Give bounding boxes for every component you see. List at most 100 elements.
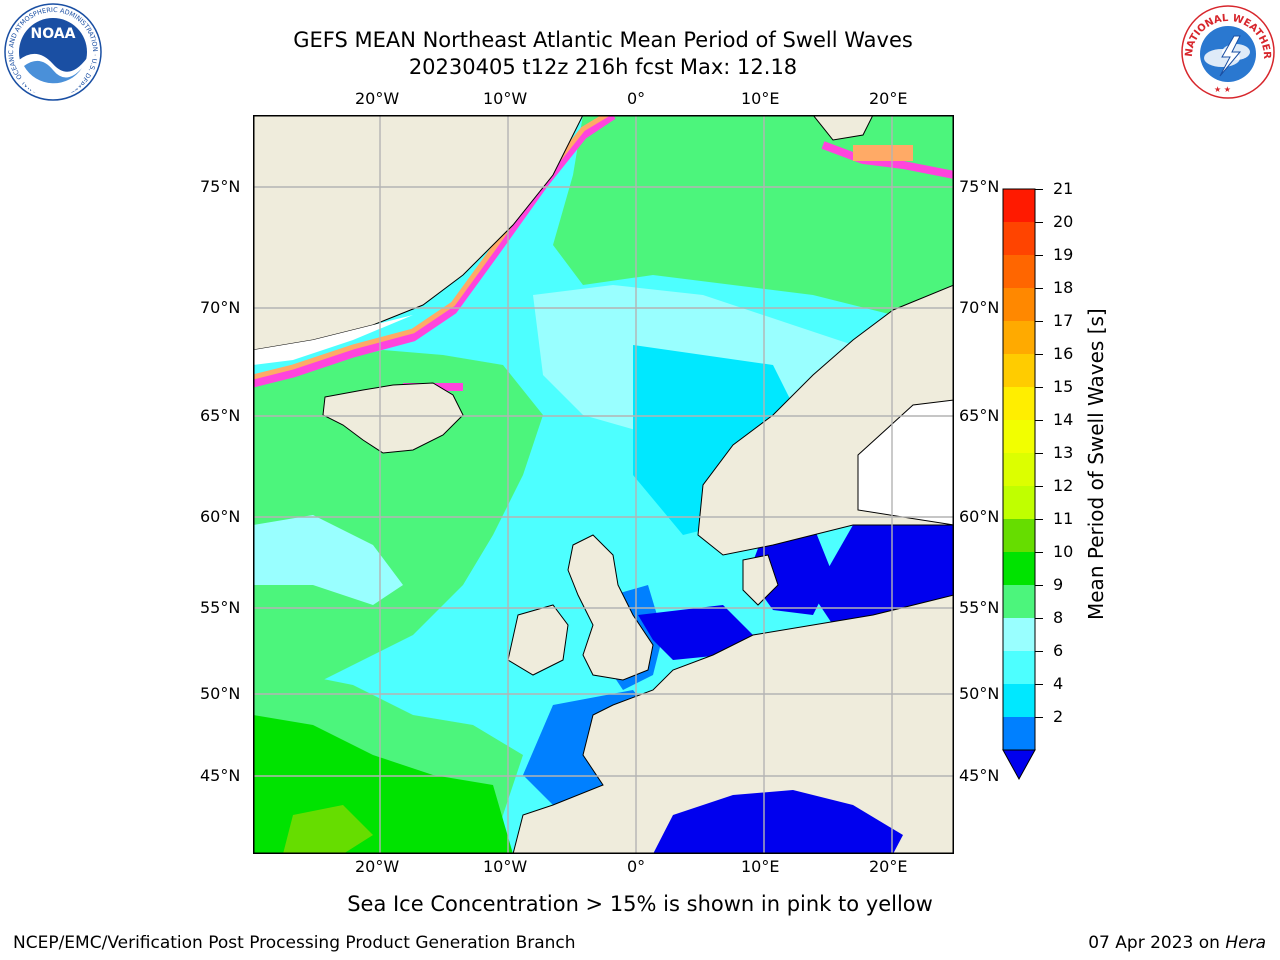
colorbar-tick-mark [1035,420,1043,421]
lat-tick-right-70n: 70°N [959,298,1000,317]
lat-tick-right-75n: 75°N [959,177,1000,196]
colorbar-segment [1003,585,1035,619]
colorbar-tick-mark [1035,486,1043,487]
colorbar-tick-label: 17 [1053,311,1074,330]
lon-tick-bottom-20e: 20°E [869,857,908,876]
colorbar-tick-mark [1035,519,1043,520]
lat-tick-right-60n: 60°N [959,507,1000,526]
colorbar-tick-label: 10 [1053,542,1074,561]
lon-tick-bottom-20w: 20°W [355,857,400,876]
lat-tick-right-55n: 55°N [959,598,1000,617]
swell-band-lt2-western-med [653,790,903,854]
colorbar-segment [1003,486,1035,520]
colorbar-tick-label: 20 [1053,212,1074,231]
colorbar-tick-label: 9 [1053,575,1064,594]
colorbar [1002,188,1036,781]
chart-subtitle: 20230405 t12z 216h fcst Max: 12.18 [408,55,798,79]
colorbar-tick-label: 11 [1053,509,1074,528]
colorbar-tick-label: 8 [1053,608,1064,627]
swell-band-9-10-north [553,115,954,315]
footer-credit: NCEP/EMC/Verification Post Processing Pr… [13,933,576,953]
colorbar-tick-mark [1035,189,1043,190]
colorbar-segment [1003,387,1035,421]
sea-ice-edge-east-greenland [253,115,616,388]
lat-tick-left-70n: 70°N [200,298,241,317]
colorbar-segment [1003,684,1035,718]
colorbar-tick-mark [1035,684,1043,685]
colorbar-tick-mark [1035,222,1043,223]
colorbar-tick-label: 21 [1053,179,1074,198]
colorbar-tick-mark [1035,717,1043,718]
chart-title: GEFS MEAN Northeast Atlantic Mean Period… [293,28,913,52]
lon-tick-bottom-10e: 10°E [741,857,780,876]
lat-tick-left-65n: 65°N [200,406,241,425]
swell-band-9-10 [253,350,543,705]
no-data-gulf-of-bothnia [857,399,954,526]
lat-tick-right-65n: 65°N [959,406,1000,425]
nws-logo: NATIONAL WEATHER SERVICE ★ ★ [1178,2,1275,99]
sea-ice-patch-svalbard [853,145,913,161]
lon-tick-top-0: 0° [627,89,646,108]
colorbar-tick-label: 16 [1053,344,1074,363]
colorbar-segment [1003,255,1035,289]
colorbar-tick-label: 15 [1053,377,1074,396]
lat-tick-left-50n: 50°N [200,684,241,703]
colorbar-tick-mark [1035,618,1043,619]
footer-date-text: 07 Apr 2023 on [1088,933,1226,953]
nws-star-icon: ★ ★ [1214,85,1231,94]
colorbar-tick-mark [1035,453,1043,454]
lat-tick-left-75n: 75°N [200,177,241,196]
sea-ice-note: Sea Ice Concentration > 15% is shown in … [347,892,933,916]
lat-tick-left-45n: 45°N [200,766,241,785]
colorbar-tick-mark [1035,354,1043,355]
map-frame [253,115,954,854]
land-iceland [322,382,464,454]
land-svalbard [812,115,874,141]
lon-tick-top-20e: 20°E [869,89,908,108]
sea-ice-edge-orange [253,115,612,380]
colorbar-segment [1003,717,1035,751]
colorbar-tick-label: 19 [1053,245,1074,264]
colorbar-axis-title: Mean Period of Swell Waves [s] [1084,308,1108,620]
colorbar-segment [1003,618,1035,652]
lat-tick-right-50n: 50°N [959,684,1000,703]
colorbar-tick-mark [1035,585,1043,586]
swell-band-8-9-west [253,515,403,605]
colorbar-segment [1003,222,1035,256]
swell-band-11-12 [283,805,373,854]
lon-tick-bottom-10w: 10°W [483,857,528,876]
colorbar-tick-mark [1035,255,1043,256]
colorbar-segment [1003,321,1035,355]
lat-tick-right-45n: 45°N [959,766,1000,785]
swell-band-lt2-north-sea [638,605,753,660]
lat-tick-left-55n: 55°N [200,598,241,617]
lat-tick-left-60n: 60°N [200,507,241,526]
colorbar-segment [1003,189,1035,223]
colorbar-border [1002,188,1036,751]
lon-tick-top-10w: 10°W [483,89,528,108]
footer-date: 07 Apr 2023 on Hera [1088,933,1266,953]
lon-tick-bottom-0: 0° [627,857,646,876]
colorbar-tick-mark [1035,321,1043,322]
land-continental-europe [512,594,954,854]
colorbar-segment [1003,354,1035,388]
colorbar-tick-label: 2 [1053,707,1064,726]
noaa-logo: NATIONAL OCEANIC AND ATMOSPHERIC ADMINIS… [2,2,102,101]
colorbar-tick-mark [1035,552,1043,553]
colorbar-tick-mark [1035,651,1043,652]
colorbar-segment [1003,288,1035,322]
colorbar-segment [1003,420,1035,454]
colorbar-segment [1003,651,1035,685]
colorbar-tick-label: 4 [1053,674,1064,693]
lon-tick-top-10e: 10°E [741,89,780,108]
sea-ice-edge-barents [821,141,954,179]
colorbar-segment [1003,453,1035,487]
footer-host: Hera [1225,933,1266,953]
lon-tick-top-20w: 20°W [355,89,400,108]
colorbar-tick-mark [1035,387,1043,388]
noaa-logo-text: NOAA [31,26,76,42]
colorbar-tick-label: 14 [1053,410,1074,429]
map-border [253,115,954,854]
colorbar-tick-mark [1035,288,1043,289]
colorbar-segment [1003,552,1035,586]
